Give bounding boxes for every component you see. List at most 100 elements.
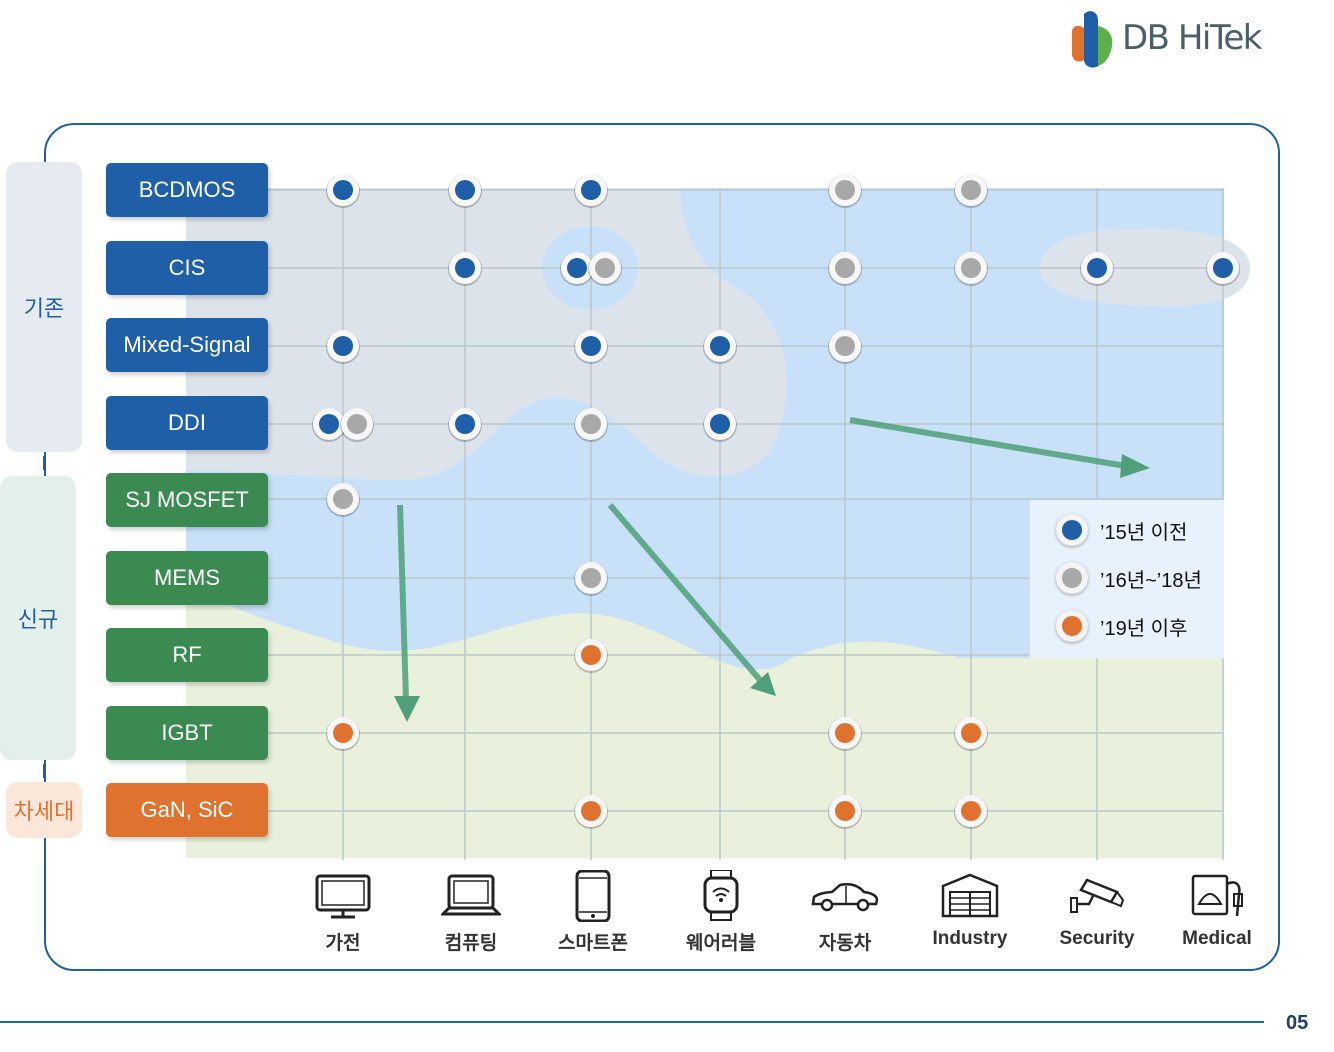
marker-pre15 — [1080, 252, 1114, 286]
marker-pre15 — [448, 174, 482, 208]
tech-cis: CIS — [106, 241, 268, 295]
marker-post19 — [954, 717, 988, 751]
tech-label: Mixed-Signal — [123, 332, 251, 357]
marker-pre15 — [703, 408, 737, 442]
app-label: 자동차 — [818, 933, 872, 954]
marker-16to18 — [588, 252, 622, 286]
legend-item-pre15: ’15년 이전 — [1056, 514, 1187, 546]
trend-arrows — [394, 417, 1150, 722]
tech-igbt: IGBT — [106, 706, 268, 760]
legend-swatch — [1062, 520, 1082, 540]
tech-bcdmos: BCDMOS — [106, 163, 268, 217]
tech-label: BCDMOS — [138, 177, 236, 202]
marker-16to18 — [954, 252, 988, 286]
arrow-diagonal-head — [750, 672, 776, 696]
marker-dot — [319, 414, 339, 434]
marker-post19 — [574, 639, 608, 673]
legend-dot-icon — [1056, 562, 1088, 594]
marker-dot — [333, 723, 353, 743]
app-label: 가전 — [325, 933, 361, 954]
markers — [312, 174, 1240, 829]
marker-dot — [347, 414, 367, 434]
marker-post19 — [828, 795, 862, 829]
marker-post19 — [326, 717, 360, 751]
category-legacy: 기존 — [6, 162, 82, 452]
marker-post19 — [574, 795, 608, 829]
car-icon — [811, 883, 879, 912]
app-industry: Industry — [910, 870, 1030, 950]
marker-dot — [455, 180, 475, 200]
marker-pre15 — [703, 330, 737, 364]
app-label: 웨어러블 — [686, 933, 756, 954]
marker-dot — [581, 180, 601, 200]
marker-pre15 — [574, 174, 608, 208]
app-label: Medical — [1182, 928, 1252, 949]
arrow-down — [397, 504, 409, 701]
legend-item-16to18: ’16년~’18년 — [1056, 562, 1202, 594]
legend-label: ’16년~’18년 — [1100, 569, 1202, 592]
marker-16to18 — [574, 408, 608, 442]
tech-label: GaN, SiC — [140, 797, 234, 822]
marker-post19 — [828, 717, 862, 751]
marker-dot — [961, 723, 981, 743]
marker-dot — [835, 180, 855, 200]
frame-gap-tick — [43, 764, 45, 778]
laptop-icon — [441, 874, 501, 916]
marker-dot — [835, 336, 855, 356]
legend-swatch — [1062, 616, 1082, 636]
legend-item-post19: ’19년 이후 — [1056, 610, 1187, 642]
marker-dot — [455, 414, 475, 434]
arrow-diagonal — [607, 503, 763, 682]
category-new: 신규 — [0, 476, 76, 760]
legend-dot-icon — [1056, 514, 1088, 546]
app-label: 컴퓨팅 — [444, 933, 498, 954]
category-next-gen: 차세대 — [6, 782, 82, 838]
marker-dot — [835, 723, 855, 743]
logo-text: DB HiTek — [1122, 18, 1262, 58]
category-legacy-label: 기존 — [23, 296, 65, 321]
marker-dot — [581, 801, 601, 821]
marker-dot — [581, 414, 601, 434]
category-next-gen-label: 차세대 — [13, 799, 75, 824]
marker-dot — [333, 489, 353, 509]
marker-dot — [961, 258, 981, 278]
cctv-camera-icon — [1070, 878, 1125, 913]
legend-dot-icon — [1056, 610, 1088, 642]
marker-pre15 — [326, 174, 360, 208]
medical-device-icon — [1191, 874, 1243, 917]
marker-16to18 — [828, 174, 862, 208]
app-computing: 컴퓨팅 — [411, 870, 531, 955]
marker-dot — [835, 801, 855, 821]
category-new-label: 신규 — [17, 607, 59, 632]
arrow-right-head — [1120, 454, 1150, 478]
marker-pre15 — [448, 252, 482, 286]
marker-dot — [710, 414, 730, 434]
marker-dot — [567, 258, 587, 278]
tech-rf: RF — [106, 628, 268, 682]
app-label: 스마트폰 — [558, 933, 628, 954]
marker-pre15 — [574, 330, 608, 364]
app-wearable: 웨어러블 — [661, 870, 781, 955]
app-label: Industry — [932, 928, 1008, 949]
factory-icon — [941, 873, 999, 918]
grid-lines — [268, 188, 1224, 860]
marker-dot — [710, 336, 730, 356]
marker-dot — [961, 180, 981, 200]
app-home-appliance: 가전 — [283, 870, 403, 955]
arrow-down-head — [394, 696, 420, 722]
tech-label: DDI — [168, 410, 206, 435]
marker-pre15 — [326, 330, 360, 364]
marker-16to18 — [574, 562, 608, 596]
marker-dot — [333, 336, 353, 356]
tech-sj-mosfet: SJ MOSFET — [106, 473, 268, 527]
tech-label: MEMS — [154, 565, 220, 590]
frame-gap-tick — [43, 456, 45, 470]
marker-16to18 — [340, 408, 374, 442]
legend: ’15년 이전 ’16년~’18년 ’19년 이후 — [1030, 500, 1224, 658]
db-hitek-logo: DB HiTek — [1068, 6, 1278, 70]
marker-16to18 — [954, 174, 988, 208]
tech-ddi: DDI — [106, 396, 268, 450]
marker-dot — [835, 258, 855, 278]
legend-label: ’15년 이전 — [1100, 521, 1188, 544]
logo-mark-icon — [1072, 11, 1113, 68]
